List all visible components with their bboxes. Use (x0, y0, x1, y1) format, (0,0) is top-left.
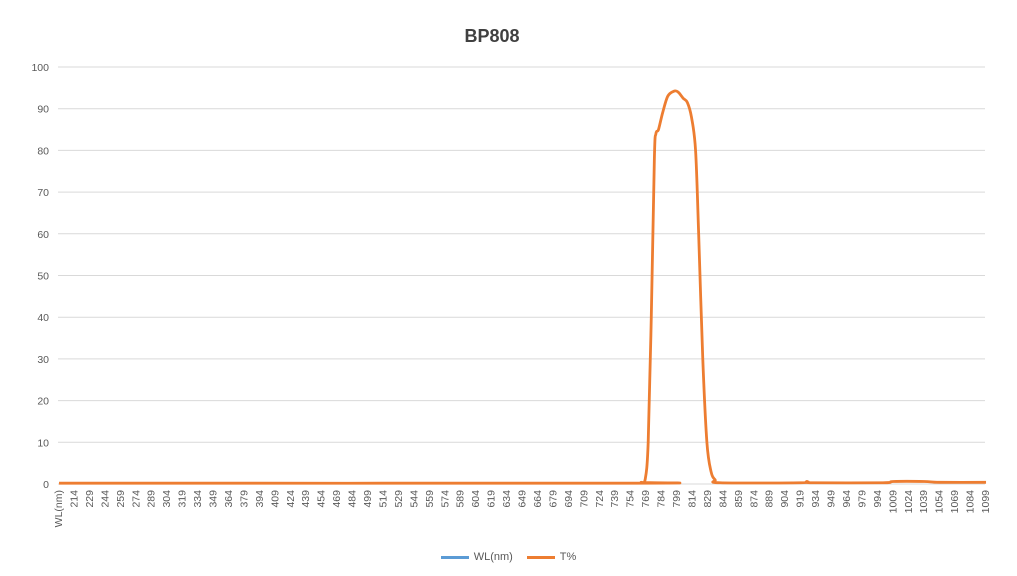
x-tick-label: 1084 (965, 490, 977, 514)
x-tick-label: 724 (594, 490, 606, 508)
y-tick-label: 70 (37, 187, 49, 199)
x-tick-label: 1099 (980, 490, 992, 514)
x-tick-label: 889 (764, 490, 776, 508)
x-tick-label: 334 (192, 490, 204, 508)
x-tick-label: 484 (347, 490, 359, 508)
x-tick-label: 529 (393, 490, 405, 508)
x-tick-label: 574 (439, 490, 451, 508)
x-tick-label: 514 (377, 490, 389, 508)
x-tick-label: 769 (640, 490, 652, 508)
x-tick-label: 739 (609, 490, 621, 508)
x-tick-label: 289 (146, 490, 158, 508)
legend-item-t: T% (526, 551, 577, 563)
legend: WL(nm) T% (0, 551, 1017, 563)
x-tick-label: 934 (810, 490, 822, 508)
x-tick-label: 559 (424, 490, 436, 508)
y-tick-label: 20 (37, 396, 49, 408)
x-tick-label: 319 (177, 490, 189, 508)
x-tick-label: 784 (656, 490, 668, 508)
series-line-t-percent (59, 89, 987, 485)
x-tick-label: 499 (362, 490, 374, 508)
x-tick-label: 844 (717, 490, 729, 508)
x-tick-label: 394 (254, 490, 266, 508)
legend-label: WL(nm) (473, 551, 513, 563)
x-tick-label: 949 (826, 490, 838, 508)
x-tick-label: 649 (517, 490, 529, 508)
x-tick-label: 754 (625, 490, 637, 508)
y-tick-label: 30 (37, 354, 49, 366)
legend-swatch (526, 555, 555, 559)
x-tick-label: 679 (547, 490, 559, 508)
y-tick-label: 80 (37, 145, 49, 157)
x-tick-label: 439 (300, 490, 312, 508)
x-tick-label: 589 (455, 490, 467, 508)
chart-title: BP808 (464, 26, 520, 46)
x-tick-label: 1009 (887, 490, 899, 514)
x-tick-label: 619 (486, 490, 498, 508)
x-tick-label: 1024 (903, 490, 915, 514)
x-tick-label: 409 (269, 490, 281, 508)
x-tick-label: 244 (99, 490, 111, 508)
y-tick-label: 50 (37, 271, 49, 283)
x-tick-label: 634 (501, 490, 513, 508)
x-tick-label: 544 (408, 490, 420, 508)
y-tick-label: 0 (43, 479, 49, 491)
x-tick-label: 604 (470, 490, 482, 508)
x-tick-label: 664 (532, 490, 544, 508)
x-tick-label: 709 (578, 490, 590, 508)
x-tick-label: 424 (285, 490, 297, 508)
x-tick-label: 979 (856, 490, 868, 508)
x-tick-label: 274 (130, 490, 142, 508)
x-tick-label: WL(nm) (53, 490, 65, 527)
x-tick-label: 799 (671, 490, 683, 508)
x-tick-label: 964 (841, 490, 853, 508)
legend-swatch (440, 555, 469, 559)
x-tick-label: 214 (68, 490, 80, 508)
x-tick-label: 919 (795, 490, 807, 508)
x-tick-label: 349 (208, 490, 220, 508)
x-tick-label: 1069 (949, 490, 961, 514)
y-tick-label: 10 (37, 437, 49, 449)
x-tick-label: 454 (316, 490, 328, 508)
y-tick-label: 100 (31, 62, 49, 74)
x-tick-label: 874 (748, 490, 760, 508)
y-tick-label: 90 (37, 104, 49, 116)
x-tick-label: 1039 (918, 490, 930, 514)
y-tick-label: 40 (37, 312, 49, 324)
x-tick-label: 379 (238, 490, 250, 508)
x-tick-label: 259 (115, 490, 127, 508)
x-tick-label: 814 (686, 490, 698, 508)
x-tick-label: 904 (779, 490, 791, 508)
x-tick-label: 1054 (934, 490, 946, 514)
y-tick-label: 60 (37, 229, 49, 241)
x-tick-label: 859 (733, 490, 745, 508)
legend-item-wl: WL(nm) (440, 551, 513, 563)
x-tick-label: 829 (702, 490, 714, 508)
x-tick-label: 469 (331, 490, 343, 508)
legend-label: T% (559, 551, 577, 563)
x-tick-label: 229 (84, 490, 96, 508)
x-tick-label: 694 (563, 490, 575, 508)
x-tick-label: 994 (872, 490, 884, 508)
x-tick-label: 304 (161, 490, 173, 508)
x-tick-label: 364 (223, 490, 235, 508)
